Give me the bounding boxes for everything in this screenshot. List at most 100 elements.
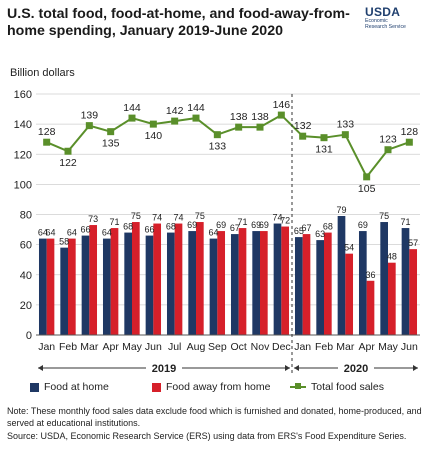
y-tick-label: 0 [26, 330, 32, 342]
data-label-food-away: 74 [173, 213, 183, 223]
data-label-food-at-home: 68 [123, 222, 133, 232]
data-label-total: 128 [401, 126, 419, 138]
bar-food-away [366, 280, 375, 335]
footnote: Note: These monthly food sales data excl… [7, 406, 422, 428]
data-label-food-away: 71 [109, 217, 119, 227]
data-label-food-at-home: 66 [80, 225, 90, 235]
bar-food-at-home [81, 235, 90, 335]
data-label-food-away: 69 [259, 220, 269, 230]
data-label-total: 138 [230, 111, 248, 123]
x-tick-label: Mar [336, 341, 355, 353]
data-label-total: 146 [273, 99, 291, 111]
bar-food-away [260, 231, 268, 335]
bar-food-away [324, 232, 332, 335]
bar-food-away [68, 238, 76, 335]
data-label-total: 142 [166, 105, 184, 117]
data-label-food-away: 64 [45, 228, 55, 238]
chart-title: U.S. total food, food-at-home, and food-… [7, 6, 350, 39]
total-sales-marker [405, 138, 413, 146]
legend-item-total: Total food sales [290, 381, 384, 393]
bar-food-away [388, 262, 396, 335]
bar-food-at-home [380, 222, 388, 335]
y-tick-label: 60 [20, 240, 32, 252]
bar-food-away [409, 249, 418, 335]
bar-food-at-home [145, 235, 154, 335]
legend-swatch-food-at-home [30, 382, 39, 392]
total-sales-marker [277, 111, 285, 119]
data-label-food-away: 36 [365, 270, 375, 280]
bar-food-at-home [60, 247, 68, 335]
bar-food-away [110, 228, 119, 335]
bars-layer [38, 216, 418, 335]
bar-food-away [89, 225, 98, 335]
data-label-food-at-home: 66 [144, 225, 154, 235]
data-label-total: 128 [38, 126, 56, 138]
legend-label-food-away: Food away from home [166, 381, 271, 393]
data-label-food-at-home: 69 [358, 220, 368, 230]
source-line: Source: USDA, Economic Research Service … [7, 431, 407, 441]
total-sales-marker [299, 132, 307, 140]
bar-food-away [132, 222, 140, 335]
data-label-total: 132 [294, 120, 312, 132]
x-tick-label: May [122, 341, 143, 353]
bar-food-at-home [188, 231, 196, 335]
data-label-food-away: 69 [216, 220, 226, 230]
legend-label-food-at-home: Food at home [44, 381, 109, 393]
x-tick-label: Aug [187, 341, 206, 353]
x-tick-label: May [378, 341, 399, 353]
x-tick-label: Oct [230, 341, 246, 353]
total-sales-marker [320, 134, 328, 142]
x-tick-label: Feb [315, 341, 333, 353]
data-label-food-at-home: 64 [208, 228, 218, 238]
grid-layer [36, 93, 420, 336]
y-tick-label: 40 [20, 270, 32, 282]
legend: Food at home Food away from home Total f… [0, 381, 433, 395]
arrow-right-icon [285, 365, 290, 371]
legend-item-food-at-home: Food at home [30, 381, 109, 393]
data-label-food-at-home: 67 [230, 223, 240, 233]
data-label-food-away: 75 [195, 211, 205, 221]
data-label-total: 133 [337, 119, 355, 131]
y-tick-label: 80 [20, 210, 32, 222]
data-label-food-away: 57 [408, 238, 418, 248]
data-label-food-away: 73 [88, 214, 98, 224]
data-label-food-away: 68 [323, 222, 333, 232]
bar-food-at-home [38, 238, 47, 335]
bar-food-at-home [273, 223, 282, 335]
y-axis-label: Billion dollars [10, 67, 75, 79]
data-label-food-at-home: 64 [102, 228, 112, 238]
data-label-total: 135 [102, 138, 120, 150]
data-label-food-away: 75 [131, 211, 141, 221]
data-label-total: 138 [251, 111, 269, 123]
data-label-food-away: 74 [152, 213, 162, 223]
data-label-food-at-home: 64 [38, 228, 48, 238]
total-sales-marker [363, 173, 371, 181]
data-label-food-at-home: 74 [272, 213, 282, 223]
y-tick-label: 20 [20, 300, 32, 312]
data-label-total: 122 [59, 157, 77, 169]
bar-food-at-home [294, 237, 303, 335]
data-label-food-at-home: 71 [400, 217, 410, 227]
x-tick-label: Jan [38, 341, 55, 353]
y-tick-label: 100 [14, 179, 32, 191]
arrow-left-icon [294, 365, 299, 371]
total-sales-marker [384, 146, 392, 154]
data-label-total: 144 [123, 102, 141, 114]
total-sales-marker [128, 114, 136, 122]
usda-logo-sub-1: Economic [365, 18, 388, 24]
data-label-food-at-home: 69 [251, 220, 261, 230]
x-tick-label: Apr [102, 341, 119, 353]
x-tick-label: Mar [80, 341, 99, 353]
data-label-food-at-home: 58 [59, 237, 69, 247]
data-label-food-at-home: 69 [187, 220, 197, 230]
data-label-total: 144 [187, 102, 205, 114]
data-label-food-away: 71 [237, 217, 247, 227]
data-label-food-at-home: 75 [379, 211, 389, 221]
x-tick-label: Feb [59, 341, 77, 353]
usda-logo-mark: USDA [365, 5, 401, 19]
bar-food-away [281, 226, 290, 335]
y-tick-label: 160 [14, 89, 32, 101]
data-label-food-away: 64 [67, 228, 77, 238]
